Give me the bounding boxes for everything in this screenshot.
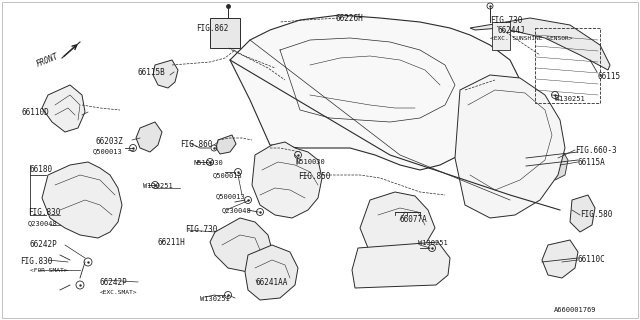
Polygon shape xyxy=(360,192,435,258)
Text: Q230048: Q230048 xyxy=(28,220,58,226)
Polygon shape xyxy=(542,240,578,278)
Text: FIG.830: FIG.830 xyxy=(20,257,52,266)
Polygon shape xyxy=(42,85,85,132)
Text: FIG.850: FIG.850 xyxy=(298,172,330,181)
Polygon shape xyxy=(546,150,568,180)
Text: 66242P: 66242P xyxy=(30,240,58,249)
Text: 66110C: 66110C xyxy=(578,255,605,264)
Text: FIG.860: FIG.860 xyxy=(180,140,212,149)
Polygon shape xyxy=(352,242,450,288)
Text: 66203Z: 66203Z xyxy=(96,137,124,146)
Text: 66180: 66180 xyxy=(30,165,53,174)
Polygon shape xyxy=(526,135,560,178)
Text: <EXC.SMAT>: <EXC.SMAT> xyxy=(100,290,138,295)
Text: 66242P: 66242P xyxy=(100,278,128,287)
Text: N510030: N510030 xyxy=(193,160,223,166)
Text: W130251: W130251 xyxy=(418,240,448,246)
Text: W130251: W130251 xyxy=(143,183,173,189)
Polygon shape xyxy=(230,15,520,170)
Polygon shape xyxy=(570,195,595,232)
Text: 66115B: 66115B xyxy=(138,68,166,77)
Text: Q500013: Q500013 xyxy=(213,172,243,178)
Text: Q500013: Q500013 xyxy=(93,148,123,154)
Text: FIG.730: FIG.730 xyxy=(185,225,218,234)
Polygon shape xyxy=(245,245,298,300)
Text: 66244J: 66244J xyxy=(497,26,525,35)
Text: 66115: 66115 xyxy=(598,72,621,81)
Polygon shape xyxy=(210,218,272,272)
Text: FRONT: FRONT xyxy=(35,52,60,69)
Text: FIG.580: FIG.580 xyxy=(580,210,612,219)
Text: 66211H: 66211H xyxy=(158,238,186,247)
Text: A660001769: A660001769 xyxy=(554,307,596,313)
Polygon shape xyxy=(153,60,178,88)
Text: 66077A: 66077A xyxy=(400,215,428,224)
Text: FIG.730: FIG.730 xyxy=(490,16,522,25)
Text: Q230048: Q230048 xyxy=(222,207,252,213)
Text: Q500013: Q500013 xyxy=(216,193,246,199)
Text: FIG.830: FIG.830 xyxy=(28,208,60,217)
Polygon shape xyxy=(455,75,565,218)
Text: 66115A: 66115A xyxy=(578,158,605,167)
Text: W130251: W130251 xyxy=(200,296,230,302)
Polygon shape xyxy=(470,18,610,70)
Polygon shape xyxy=(216,135,236,154)
Polygon shape xyxy=(42,162,122,238)
Polygon shape xyxy=(210,18,240,48)
Text: FIG.862: FIG.862 xyxy=(196,24,228,33)
Text: 66226H: 66226H xyxy=(335,14,363,23)
Polygon shape xyxy=(252,142,322,218)
Polygon shape xyxy=(492,22,510,50)
Text: W130251: W130251 xyxy=(555,96,585,102)
Text: 66110D: 66110D xyxy=(22,108,50,117)
Polygon shape xyxy=(136,122,162,152)
Text: <FOR SMAT>: <FOR SMAT> xyxy=(30,268,67,273)
Text: FIG.660-3: FIG.660-3 xyxy=(575,146,616,155)
Bar xyxy=(535,28,600,103)
Text: <EXC. SUNSHINE SENSOR>: <EXC. SUNSHINE SENSOR> xyxy=(490,36,573,41)
Text: 66241AA: 66241AA xyxy=(256,278,289,287)
Text: N510030: N510030 xyxy=(296,159,326,165)
